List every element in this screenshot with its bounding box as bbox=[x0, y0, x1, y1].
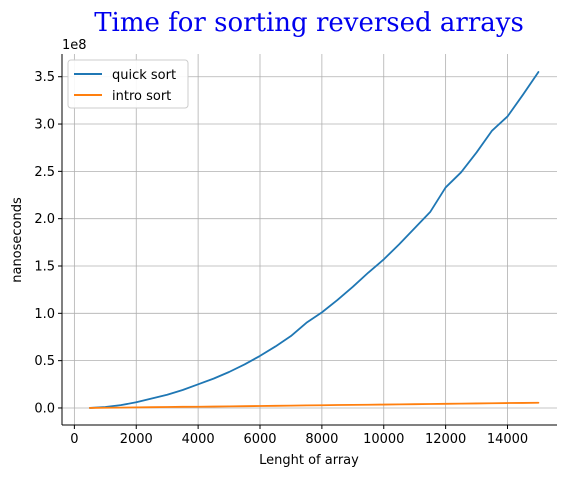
legend: quick sort intro sort bbox=[67, 59, 189, 109]
y-tick-label: 1.5 bbox=[34, 260, 55, 275]
x-axis-label: Lenght of array bbox=[259, 453, 359, 468]
x-tick-label: 8000 bbox=[305, 432, 338, 447]
y-tick-label: 1.0 bbox=[34, 307, 55, 322]
x-tick-label: 4000 bbox=[182, 432, 215, 447]
y-tick-label: 0.0 bbox=[34, 401, 55, 416]
x-ticks: 0 2000 4000 6000 8000 10000 12000 14000 bbox=[70, 425, 528, 447]
legend-label-quick-sort: quick sort bbox=[112, 68, 176, 83]
x-tick-label: 10000 bbox=[363, 432, 404, 447]
y-tick-label: 2.0 bbox=[34, 212, 55, 227]
series-line-quick-sort bbox=[88, 71, 540, 409]
y-tick-label: 3.0 bbox=[34, 118, 55, 133]
legend-label-intro-sort: intro sort bbox=[112, 89, 171, 104]
chart-title: Time for sorting reversed arrays bbox=[94, 8, 524, 38]
x-tick-label: 14000 bbox=[487, 432, 528, 447]
y-axis-label: nanoseconds bbox=[10, 197, 25, 283]
spines bbox=[61, 54, 557, 426]
x-tick-label: 6000 bbox=[243, 432, 276, 447]
series-line-intro-sort bbox=[88, 401, 540, 409]
y-ticks: 0.0 0.5 1.0 1.5 2.0 2.5 3.0 3.5 bbox=[34, 70, 62, 416]
series-group bbox=[88, 71, 540, 409]
y-tick-label: 3.5 bbox=[34, 70, 55, 85]
x-tick-label: 2000 bbox=[120, 432, 153, 447]
y-tick-label: 2.5 bbox=[34, 165, 55, 180]
x-tick-label: 12000 bbox=[425, 432, 466, 447]
plot-area bbox=[62, 54, 557, 425]
y-offset-label: 1e8 bbox=[62, 38, 87, 53]
y-tick-label: 0.5 bbox=[34, 354, 55, 369]
x-tick-label: 0 bbox=[70, 432, 78, 447]
